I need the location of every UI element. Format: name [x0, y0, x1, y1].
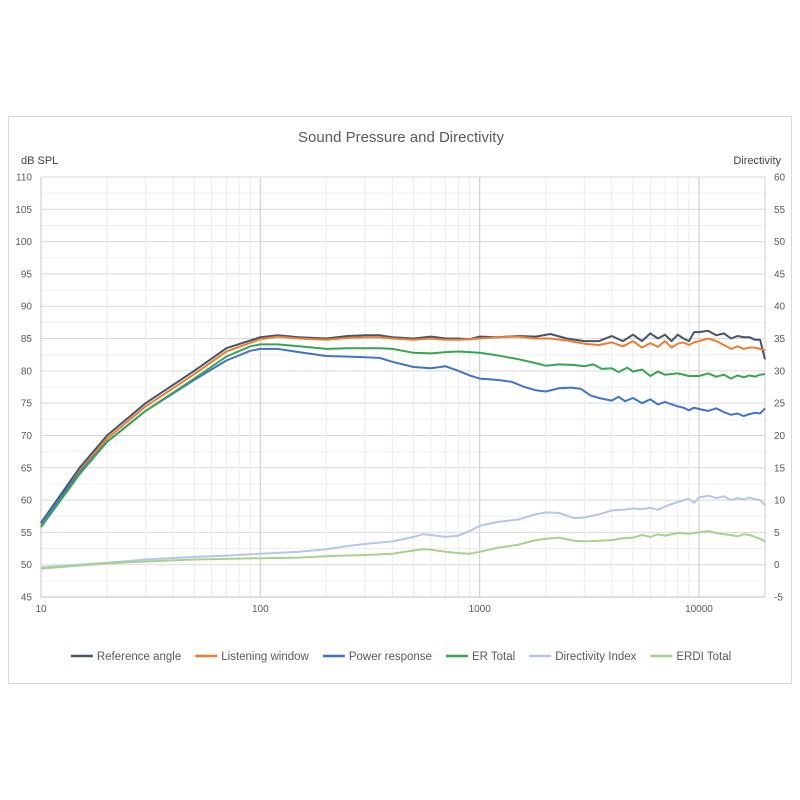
series-line-erdi-total: [40, 530, 766, 570]
legend-item-directivity-index[interactable]: Directivity Index: [529, 651, 637, 663]
y-tick-label: 70: [21, 431, 33, 442]
y2-tick-label: 45: [774, 269, 786, 280]
y2-tick-label: 30: [774, 366, 786, 377]
legend-item-erdi-total[interactable]: ERDI Total: [650, 651, 731, 663]
x-tick-label: 10: [35, 604, 47, 615]
series-line-listening-window: [40, 335, 766, 527]
y2-tick-label: 50: [774, 237, 786, 248]
x-tick-label: 100: [252, 604, 269, 615]
legend-item-reference-angle[interactable]: Reference angle: [70, 651, 181, 663]
y2-tick-label: 0: [774, 560, 780, 571]
y-tick-label: 100: [15, 237, 32, 248]
series-line-reference-angle: [40, 329, 766, 524]
y-tick-label: 110: [16, 173, 32, 184]
y-tick-label: 45: [21, 593, 33, 604]
x-tick-label: 10000: [685, 604, 713, 615]
y-tick-label: 50: [21, 560, 33, 571]
y-axis-label: dB SPL: [21, 155, 58, 167]
chart-title: Sound Pressure and Directivity: [298, 129, 504, 146]
legend[interactable]: Reference angle Listening window Power res…: [70, 651, 731, 663]
legend-label: Directivity Index: [555, 651, 636, 663]
legend-label: Reference angle: [97, 651, 181, 663]
y-tick-label: 105: [15, 205, 32, 216]
legend-label: ER Total: [472, 651, 515, 663]
legend-item-power-response[interactable]: Power response: [322, 651, 432, 663]
y2-tick-label: 10: [774, 496, 786, 507]
y-tick-label: 95: [21, 269, 33, 280]
legend-item-er-total[interactable]: ER Total: [445, 651, 515, 663]
y-tick-label: 90: [21, 302, 33, 313]
y2-tick-label: 20: [774, 431, 786, 442]
tick-labels: 45 50 55 60 65 70 75 80 85 90 95 100 105 110 -5 0 5 10 15 2…: [15, 173, 785, 616]
legend-label: Listening window: [221, 651, 309, 663]
grid: [40, 176, 766, 598]
series-line-er-total: [40, 343, 766, 528]
y-tick-label: 85: [21, 334, 33, 345]
y-tick-label: 65: [21, 463, 33, 474]
y-tick-label: 55: [21, 528, 33, 539]
y-tick-label: 60: [21, 496, 33, 507]
y2-tick-label: 55: [774, 205, 786, 216]
chart-frame: Sound Pressure and Directivity dB SPL Di…: [8, 116, 792, 684]
y2-tick-label: 40: [774, 302, 786, 313]
y2-tick-label: 60: [774, 173, 786, 184]
y2-tick-label: 35: [774, 334, 786, 345]
legend-item-listening-window[interactable]: Listening window: [195, 651, 310, 663]
legend-label: ERDI Total: [676, 651, 731, 663]
series-line-directivity-index: [40, 494, 766, 569]
y2-tick-label: 25: [774, 399, 786, 410]
series-line-power-response: [40, 347, 766, 524]
y-tick-label: 75: [21, 399, 33, 410]
y-tick-label: 80: [21, 366, 33, 377]
series-lines: [40, 329, 766, 570]
y2-tick-label: -5: [774, 593, 783, 604]
y2-axis-label: Directivity: [733, 155, 781, 167]
x-tick-label: 1000: [469, 604, 492, 615]
y2-tick-label: 15: [774, 463, 786, 474]
legend-label: Power response: [349, 651, 432, 663]
chart-canvas: Sound Pressure and Directivity dB SPL Di…: [15, 129, 785, 663]
y2-tick-label: 5: [774, 528, 780, 539]
